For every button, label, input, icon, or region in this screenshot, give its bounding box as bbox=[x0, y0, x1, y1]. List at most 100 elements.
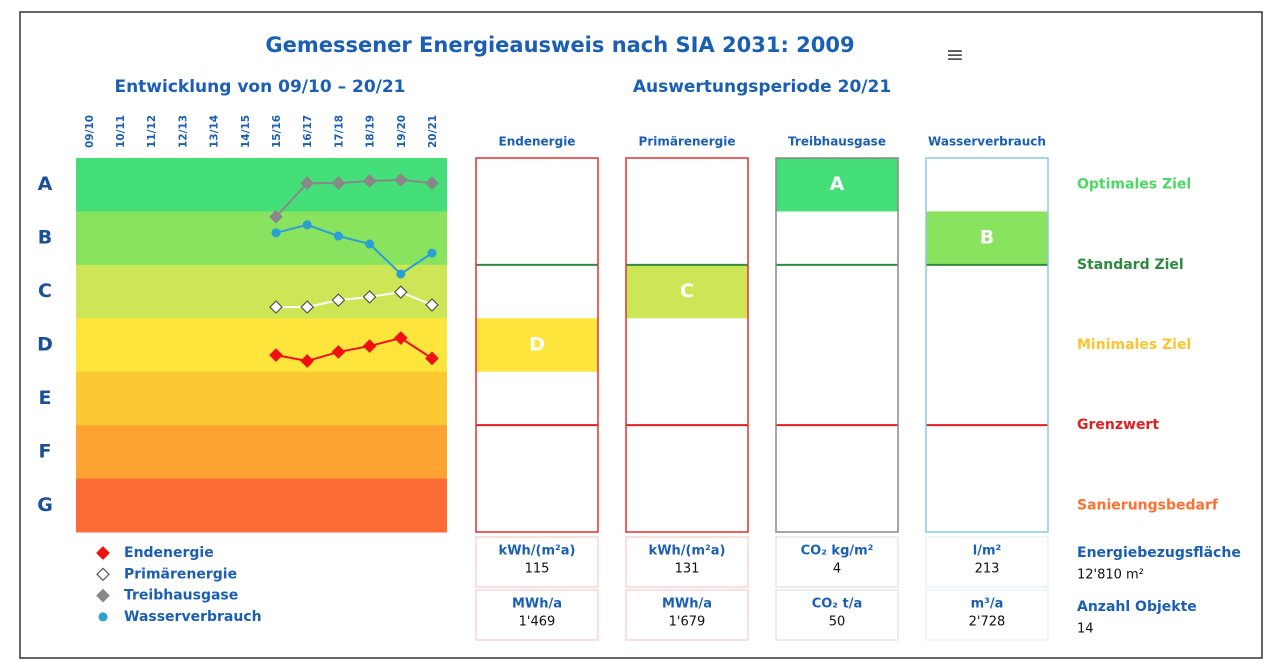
marker bbox=[96, 588, 110, 603]
class-letter: E bbox=[39, 387, 52, 409]
period-label: 18/19 bbox=[365, 115, 377, 148]
class-letter: B bbox=[38, 227, 52, 249]
period-label: 09/10 bbox=[84, 115, 96, 148]
legend-label: Treibhausgase bbox=[124, 588, 238, 604]
column-box bbox=[475, 157, 599, 533]
marker bbox=[96, 546, 110, 560]
marker bbox=[98, 612, 108, 622]
marker bbox=[271, 228, 281, 238]
marker bbox=[365, 239, 375, 249]
marker bbox=[331, 293, 346, 307]
marker bbox=[393, 331, 408, 345]
target-label: Sanierungsbedarf bbox=[1077, 497, 1219, 513]
period-label: 12/13 bbox=[177, 115, 189, 148]
period-title: Auswertungsperiode 20/21 bbox=[633, 77, 891, 97]
value-label: 1'469 bbox=[519, 615, 556, 630]
rating-block bbox=[476, 318, 598, 372]
marker bbox=[302, 220, 312, 230]
class-letter: C bbox=[38, 280, 52, 302]
unit-label: m³/a bbox=[971, 597, 1004, 612]
value-cell bbox=[625, 536, 749, 588]
class-band bbox=[76, 211, 447, 266]
class-band bbox=[76, 318, 447, 373]
info-value: 12'810 m² bbox=[1077, 568, 1144, 583]
rating-letter: D bbox=[529, 334, 545, 356]
rating-block bbox=[926, 211, 1048, 265]
legend-label: Wasserverbrauch bbox=[124, 609, 262, 625]
marker bbox=[362, 339, 377, 353]
period-label: 17/18 bbox=[333, 115, 345, 148]
trend-title: Entwicklung von 09/10 – 20/21 bbox=[114, 77, 405, 97]
marker bbox=[362, 290, 377, 304]
marker bbox=[393, 285, 408, 299]
period-label: 15/16 bbox=[271, 115, 283, 148]
marker bbox=[331, 345, 346, 359]
unit-label: CO₂ kg/m² bbox=[801, 544, 874, 559]
value-cell bbox=[775, 589, 899, 641]
period-label: 11/12 bbox=[146, 115, 158, 148]
period-label: 16/17 bbox=[302, 115, 314, 148]
marker bbox=[362, 174, 377, 188]
period-label: 19/20 bbox=[396, 115, 408, 148]
marker bbox=[269, 300, 283, 314]
class-band bbox=[76, 264, 447, 319]
value-cell bbox=[475, 589, 599, 641]
info-label: Anzahl Objekte bbox=[1077, 599, 1197, 615]
column-header: Wasserverbrauch bbox=[928, 135, 1046, 149]
value-label: 115 bbox=[525, 562, 550, 577]
info-label: Energiebezugsfläche bbox=[1077, 545, 1241, 561]
marker bbox=[300, 354, 315, 368]
marker bbox=[300, 176, 315, 190]
marker bbox=[425, 176, 439, 190]
target-label: Grenzwert bbox=[1077, 417, 1159, 433]
marker bbox=[269, 348, 283, 362]
value-label: 2'728 bbox=[969, 615, 1006, 630]
class-letter: A bbox=[38, 173, 53, 195]
unit-label: MWh/a bbox=[512, 597, 562, 612]
legend-label: Endenergie bbox=[124, 545, 214, 561]
rating-block bbox=[776, 158, 898, 212]
marker bbox=[269, 209, 283, 224]
column-box bbox=[775, 157, 899, 533]
value-label: 50 bbox=[829, 615, 846, 630]
trend-line bbox=[275, 223, 433, 276]
rating-letter: B bbox=[980, 227, 994, 249]
marker bbox=[396, 269, 406, 279]
class-band bbox=[76, 478, 447, 533]
rating-letter: C bbox=[680, 280, 694, 302]
class-letter: F bbox=[39, 440, 52, 462]
marker bbox=[425, 298, 439, 312]
marker bbox=[425, 351, 439, 366]
value-cell bbox=[625, 589, 749, 641]
rating-letter: A bbox=[830, 173, 845, 195]
unit-label: MWh/a bbox=[662, 597, 712, 612]
column-header: Endenergie bbox=[499, 135, 576, 149]
legend-label: Primärenergie bbox=[124, 566, 237, 582]
menu-button[interactable]: ≡ bbox=[946, 43, 964, 68]
class-band bbox=[76, 425, 447, 480]
value-label: 131 bbox=[675, 562, 700, 577]
unit-label: kWh/(m²a) bbox=[649, 544, 726, 559]
target-label: Minimales Ziel bbox=[1077, 337, 1191, 353]
class-letter: D bbox=[37, 334, 53, 356]
value-label: 1'679 bbox=[669, 615, 706, 630]
marker bbox=[96, 567, 110, 582]
marker bbox=[331, 176, 346, 190]
value-cell bbox=[475, 536, 599, 588]
marker bbox=[393, 173, 408, 187]
value-cell bbox=[925, 536, 1049, 588]
unit-label: kWh/(m²a) bbox=[499, 544, 576, 559]
column-box bbox=[925, 157, 1049, 533]
marker bbox=[333, 231, 343, 241]
unit-label: CO₂ t/a bbox=[812, 597, 863, 612]
marker bbox=[300, 300, 315, 314]
marker bbox=[427, 248, 437, 258]
value-cell bbox=[925, 589, 1049, 641]
class-band bbox=[76, 158, 447, 212]
class-band bbox=[76, 371, 447, 426]
title: Gemessener Energieausweis nach SIA 2031:… bbox=[265, 33, 854, 57]
value-cell bbox=[775, 536, 899, 588]
unit-label: l/m² bbox=[973, 544, 1001, 559]
period-label: 14/15 bbox=[240, 115, 252, 148]
